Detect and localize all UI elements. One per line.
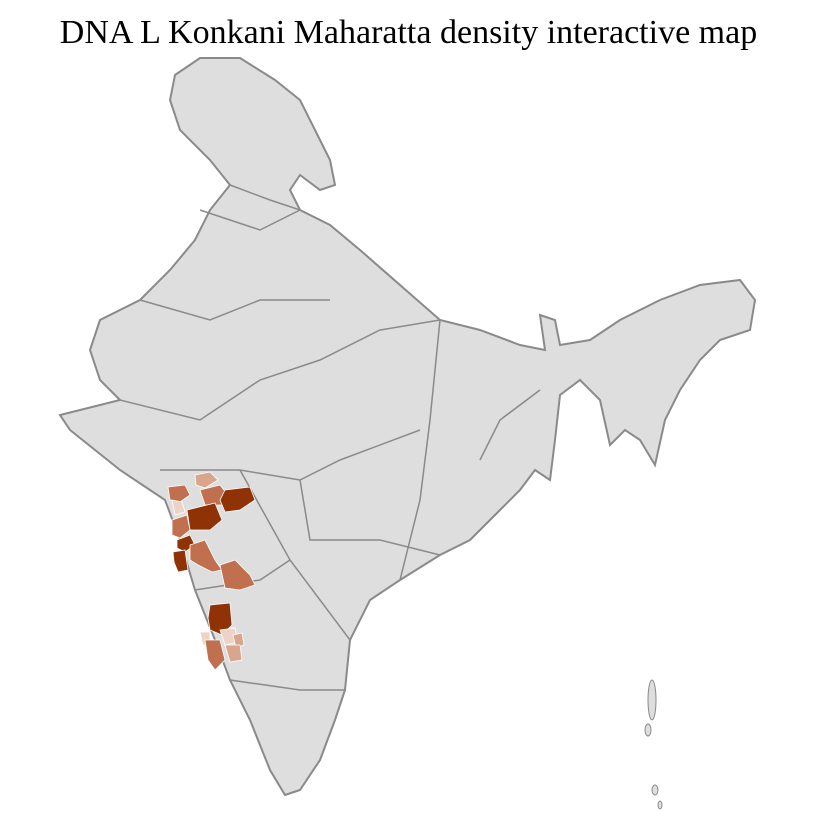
india-landmass xyxy=(58,57,757,810)
district-density-mid[interactable] xyxy=(167,484,191,503)
density-districts xyxy=(167,471,256,671)
district-density-low[interactable] xyxy=(224,644,243,663)
state-boundary xyxy=(139,299,330,321)
state-boundary xyxy=(229,679,345,691)
andaman-nicobar-islands xyxy=(644,679,663,810)
state-boundary xyxy=(479,389,541,461)
state-boundary xyxy=(299,479,441,556)
india-outline xyxy=(58,57,757,797)
district-density-mid[interactable] xyxy=(189,539,223,573)
district-density-mid[interactable] xyxy=(204,639,226,671)
district-density-mid[interactable] xyxy=(171,514,191,539)
state-boundary xyxy=(119,319,441,421)
state-boundaries xyxy=(119,184,541,691)
state-boundary xyxy=(229,184,301,211)
district-density-very-low[interactable] xyxy=(171,499,186,516)
district-density-high[interactable] xyxy=(172,549,189,573)
district-density-high[interactable] xyxy=(219,486,256,513)
district-density-low[interactable] xyxy=(194,471,219,489)
map-title: DNA L Konkani Maharatta density interact… xyxy=(59,14,758,51)
district-density-mid[interactable] xyxy=(219,559,256,591)
state-boundary xyxy=(194,559,291,591)
district-density-low[interactable] xyxy=(232,632,245,649)
state-boundary xyxy=(399,319,441,581)
state-boundary xyxy=(199,209,301,231)
